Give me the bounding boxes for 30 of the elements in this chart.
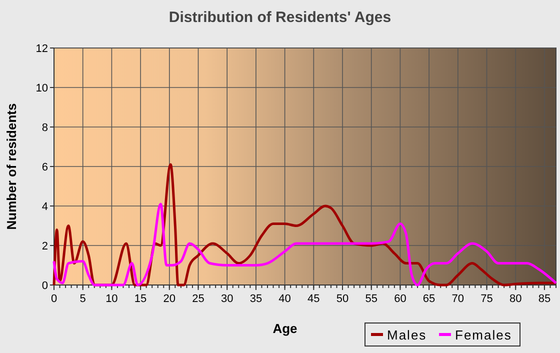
x-tick-label: 60 xyxy=(394,293,406,305)
legend-label: Females xyxy=(455,328,512,342)
chart-title: Distribution of Residents' Ages xyxy=(168,9,392,26)
x-tick-label: 55 xyxy=(365,293,378,305)
x-tick-label: 30 xyxy=(220,293,234,305)
legend-label: Males xyxy=(387,328,427,342)
y-tick-label: 2 xyxy=(42,240,48,252)
x-axis-title: Age xyxy=(272,321,298,336)
x-tick-label: 75 xyxy=(480,293,493,305)
x-tick-label: 85 xyxy=(538,293,551,305)
x-tick-label: 40 xyxy=(278,293,291,305)
x-tick-label: 5 xyxy=(80,293,86,305)
x-tick-label: 45 xyxy=(308,293,320,305)
y-tick-label: 4 xyxy=(42,201,48,213)
y-tick-label: 10 xyxy=(36,82,48,94)
x-tick-label: 0 xyxy=(50,293,58,305)
x-tick-label: 35 xyxy=(250,293,262,305)
x-tick-label: 25 xyxy=(192,293,204,305)
y-tick-label: 0 xyxy=(42,280,48,292)
x-tick-label: 15 xyxy=(134,293,147,305)
y-tick-label: 6 xyxy=(42,162,48,174)
x-tick-label: 20 xyxy=(163,293,176,305)
y-axis-title: Number of residents xyxy=(4,103,19,230)
x-tick-label: 50 xyxy=(336,293,349,305)
y-tick-label: 8 xyxy=(42,122,48,134)
x-tick-label: 70 xyxy=(452,293,464,305)
x-tick-label: 65 xyxy=(422,293,436,305)
x-tick-label: 80 xyxy=(509,293,522,305)
x-tick-label: 10 xyxy=(106,293,118,305)
y-tick-label: 12 xyxy=(36,43,48,55)
